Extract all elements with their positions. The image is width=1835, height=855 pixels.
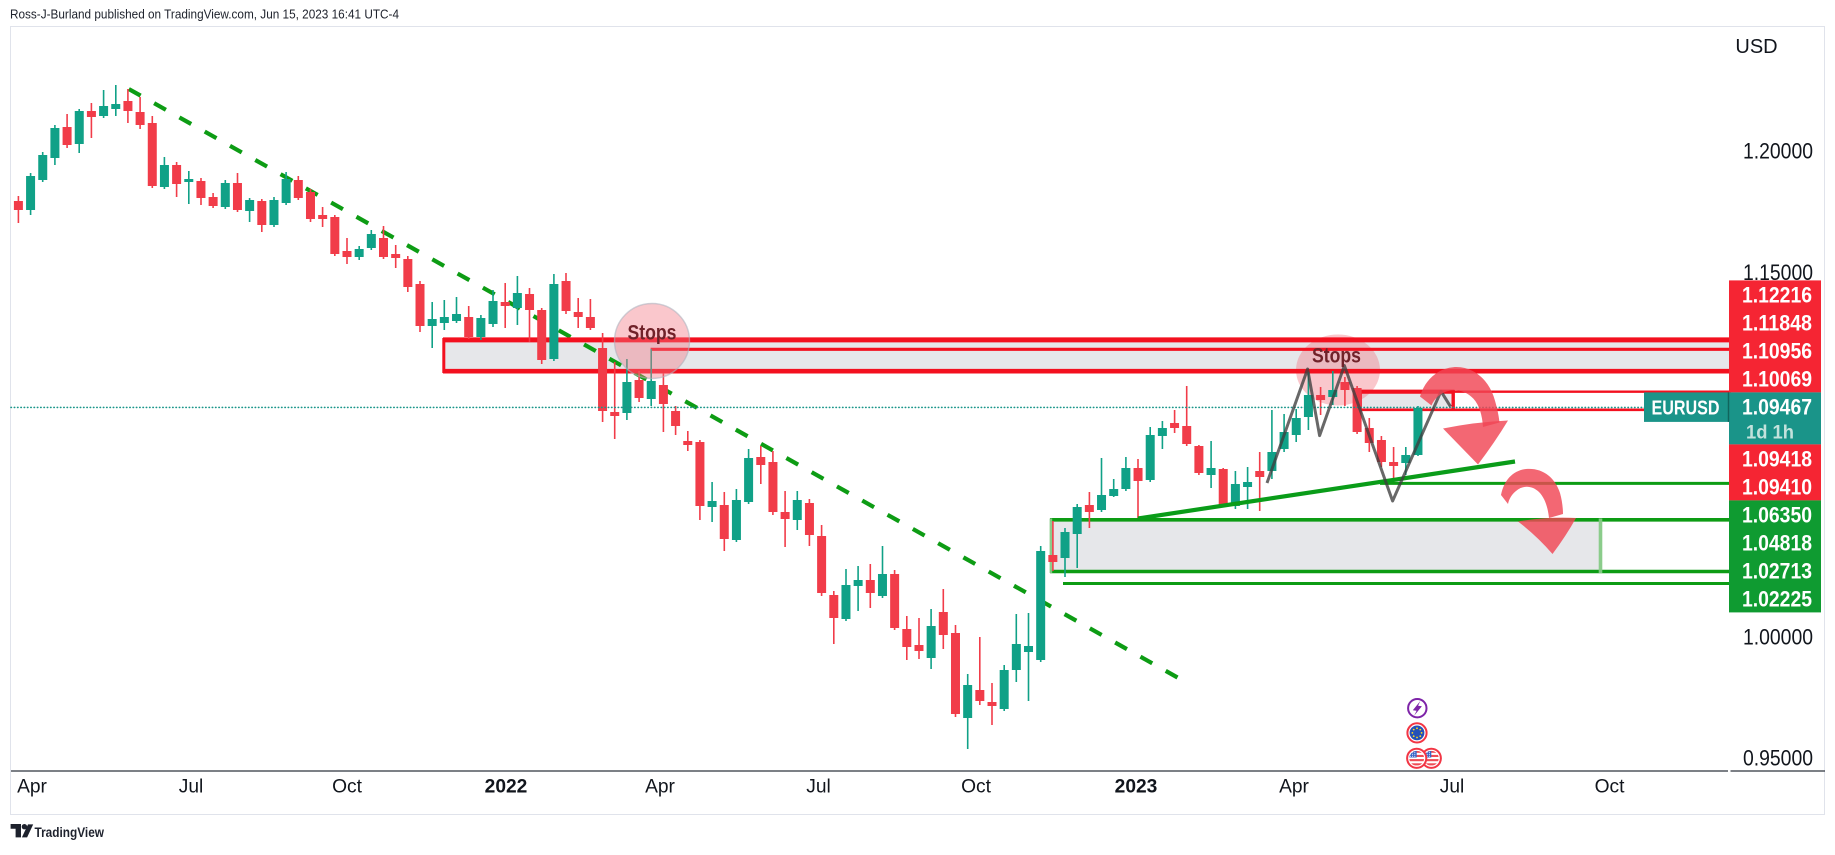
svg-text:TradingView: TradingView	[35, 824, 105, 840]
svg-text:1.10069: 1.10069	[1742, 366, 1812, 391]
svg-text:Oct: Oct	[1595, 777, 1626, 798]
svg-text:1d 1h: 1d 1h	[1746, 422, 1794, 443]
svg-text:Jul: Jul	[179, 777, 204, 798]
svg-text:EURUSD: EURUSD	[1652, 397, 1720, 420]
svg-text:1.09418: 1.09418	[1742, 446, 1812, 471]
svg-text:1.02225: 1.02225	[1742, 586, 1812, 611]
svg-text:1.06350: 1.06350	[1742, 502, 1812, 527]
svg-text:1.20000: 1.20000	[1743, 139, 1813, 164]
svg-text:Apr: Apr	[1279, 777, 1309, 798]
svg-text:1.00000: 1.00000	[1743, 624, 1813, 649]
svg-text:Ross-J-Burland published on Tr: Ross-J-Burland published on TradingView.…	[10, 7, 399, 22]
svg-text:Oct: Oct	[961, 777, 992, 798]
svg-text:Stops: Stops	[628, 322, 677, 345]
svg-text:2022: 2022	[485, 777, 528, 798]
svg-text:1.10956: 1.10956	[1742, 338, 1812, 363]
svg-text:Jul: Jul	[1440, 777, 1465, 798]
svg-text:Stops: Stops	[1312, 345, 1361, 368]
svg-text:1.09410: 1.09410	[1742, 474, 1812, 499]
svg-text:1.12216: 1.12216	[1742, 282, 1812, 307]
svg-text:1.11848: 1.11848	[1742, 310, 1812, 335]
svg-text:1.02713: 1.02713	[1742, 558, 1812, 583]
svg-text:1.09467: 1.09467	[1742, 394, 1812, 419]
svg-text:Jul: Jul	[806, 777, 831, 798]
svg-text:Apr: Apr	[17, 777, 47, 798]
svg-text:0.95000: 0.95000	[1743, 745, 1813, 770]
svg-text:2023: 2023	[1115, 777, 1158, 798]
svg-text:1.04818: 1.04818	[1742, 530, 1812, 555]
svg-text:Oct: Oct	[332, 777, 363, 798]
svg-text:USD: USD	[1735, 36, 1777, 58]
svg-text:Apr: Apr	[645, 777, 675, 798]
